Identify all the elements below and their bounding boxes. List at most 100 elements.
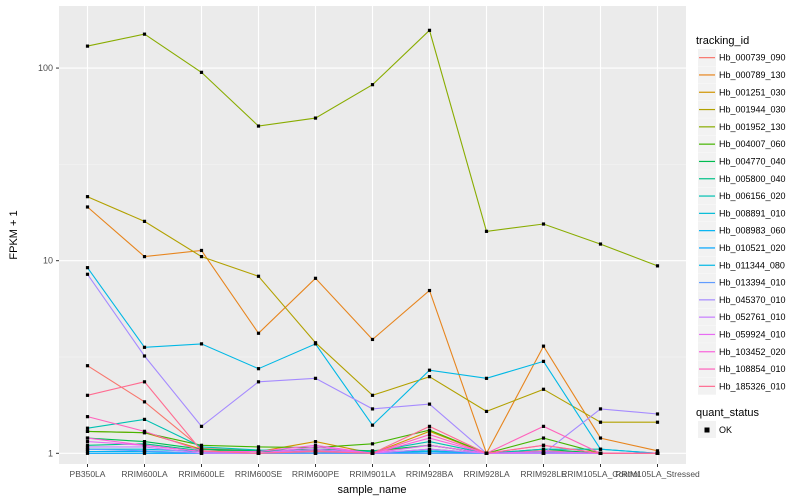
x-tick-label: PB350LA [70, 469, 106, 479]
legend-shape-point [704, 427, 710, 433]
data-point [199, 342, 204, 346]
data-point [256, 331, 261, 335]
legend-items: Hb_000739_090 Hb_000789_130 Hb_001251_030 H… [698, 49, 786, 395]
data-point [427, 424, 432, 428]
x-axis-title: sample_name [337, 484, 406, 496]
legend-label: Hb_103452_020 [719, 347, 786, 357]
data-point [427, 288, 432, 293]
data-point [85, 426, 90, 430]
legend-item: Hb_008983_060 [698, 222, 786, 239]
data-point [199, 447, 204, 451]
legend-item: Hb_001251_030 [698, 83, 786, 101]
data-point [85, 205, 90, 209]
legend: tracking_id Hb_000739_090Hb_000789_130Hb… [696, 35, 786, 438]
data-point [199, 70, 204, 74]
x-tick-label: RRIM600SE [235, 469, 283, 479]
legend-shape-item: OK [698, 421, 732, 438]
x-tick-label: RRIM928LE [520, 469, 567, 479]
x-tick-label: RRIM600LA [121, 469, 168, 479]
legend-item: Hb_052761_010 [698, 308, 786, 326]
legend-shape-title: quant_status [696, 407, 759, 419]
data-point [598, 447, 603, 451]
data-point [427, 402, 432, 406]
data-point [598, 420, 603, 424]
legend-label: Hb_004770_040 [719, 156, 786, 166]
data-point [598, 407, 603, 411]
x-tick-label: RRIM600LE [178, 469, 225, 479]
data-point [142, 354, 147, 358]
data-point [142, 380, 147, 384]
legend-label: Hb_013394_010 [719, 278, 786, 288]
data-point [142, 400, 147, 404]
data-point [142, 219, 147, 223]
legend-item: Hb_045370_010 [698, 291, 786, 309]
data-point [370, 337, 375, 342]
data-point [313, 376, 318, 380]
legend-item: Hb_004007_060 [698, 135, 786, 153]
data-point [142, 345, 147, 349]
data-point [313, 342, 318, 346]
data-point [256, 274, 261, 278]
data-point [427, 451, 432, 455]
data-point [427, 433, 432, 437]
legend-item: Hb_185326_010 [698, 377, 786, 395]
legend-label: Hb_000789_130 [719, 70, 786, 80]
data-point [313, 447, 318, 451]
data-point [313, 440, 318, 444]
legend-label: Hb_001251_030 [719, 87, 786, 97]
data-point [484, 229, 489, 233]
data-point [85, 445, 90, 449]
data-point [427, 443, 432, 447]
data-point [142, 255, 147, 259]
data-point [85, 450, 90, 454]
legend-label: Hb_005800_040 [719, 174, 786, 184]
data-point [256, 448, 261, 452]
legend-item: Hb_008891_010 [698, 204, 786, 222]
data-point [655, 264, 660, 268]
y-tick-label: 10 [43, 256, 53, 266]
data-point [370, 407, 375, 411]
legend-label: Hb_001944_030 [719, 105, 786, 115]
data-point [199, 445, 204, 449]
data-point [142, 449, 147, 453]
legend-shape-label: OK [719, 425, 732, 435]
legend-label: Hb_010521_020 [719, 243, 786, 253]
legend-item: Hb_108854_010 [698, 360, 786, 378]
legend-item: Hb_000739_090 [698, 49, 786, 66]
data-point [427, 28, 432, 32]
x-tick-label: RRIM901LA [349, 469, 396, 479]
data-point [427, 440, 432, 444]
data-point [85, 44, 90, 48]
legend-label: Hb_004007_060 [719, 139, 786, 149]
data-point [85, 393, 90, 397]
data-point [256, 445, 261, 449]
data-point [541, 436, 546, 440]
data-point [313, 450, 318, 454]
legend-label: Hb_059924_010 [719, 329, 786, 339]
legend-item: Hb_011344_080 [698, 256, 785, 274]
legend-title: tracking_id [696, 35, 749, 47]
data-point [427, 447, 432, 451]
data-point [598, 451, 603, 455]
y-tick-label: 1 [48, 448, 53, 458]
data-point [427, 450, 432, 454]
data-point [142, 443, 147, 447]
data-point [85, 440, 90, 444]
legend-label: Hb_045370_010 [719, 295, 786, 305]
data-point [655, 420, 660, 424]
data-point [541, 450, 546, 454]
data-point [85, 364, 90, 368]
y-tick-label: 100 [38, 63, 53, 73]
data-point [313, 451, 318, 455]
data-point [598, 436, 603, 440]
data-point [256, 451, 261, 455]
data-point [427, 368, 432, 372]
legend-item: Hb_103452_020 [698, 343, 786, 361]
data-point [370, 450, 375, 454]
data-point [85, 415, 90, 419]
data-point [142, 447, 147, 451]
data-point [370, 451, 375, 455]
data-point [541, 447, 546, 451]
legend-item: Hb_059924_010 [698, 325, 786, 343]
data-point [142, 451, 147, 455]
